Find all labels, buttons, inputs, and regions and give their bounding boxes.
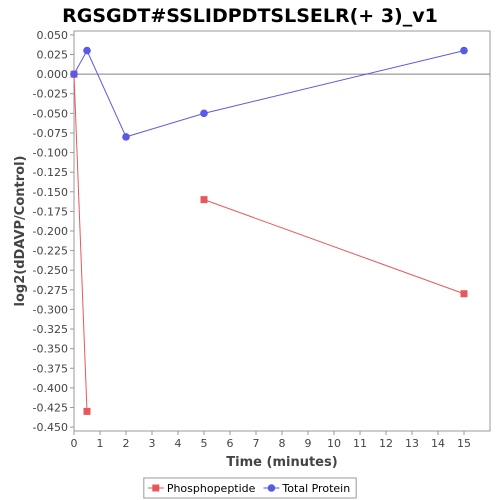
y-tick-label: -0.275: [33, 284, 68, 297]
legend-marker: [267, 484, 276, 492]
x-tick-label: 2: [123, 437, 130, 450]
legend-label: Total Protein: [281, 482, 350, 495]
y-tick-label: -0.400: [33, 382, 68, 395]
y-tick-label: -0.325: [33, 323, 68, 336]
x-axis: 0 1 2 3 4 5 6 7 8 9 10 11 12 13 14 15: [71, 431, 471, 450]
x-tick-label: 13: [405, 437, 419, 450]
y-tick-label: -0.300: [33, 303, 68, 316]
y-tick-label: -0.350: [33, 343, 68, 356]
legend-box: [143, 477, 357, 499]
x-tick-label: 9: [305, 437, 312, 450]
series-total-protein: [70, 46, 468, 141]
legend-item: Phosphopeptide: [147, 482, 256, 495]
x-tick-label: 14: [431, 437, 445, 450]
y-tick-label: -0.250: [33, 264, 68, 277]
x-tick-label: 1: [97, 437, 104, 450]
x-tick-label: 12: [379, 437, 393, 450]
x-axis-label: Time (minutes): [226, 455, 337, 470]
y-axis-label: log2(dDAVP/Control): [13, 156, 28, 307]
y-tick-label: 0.025: [37, 49, 69, 62]
legend: Phosphopeptide Total Protein: [143, 477, 357, 499]
x-tick-label: 6: [227, 437, 234, 450]
x-tick-label: 3: [149, 437, 156, 450]
chart-title: RGSGDT#SSLIDPDTSLSELR(+ 3)_v1: [62, 5, 438, 27]
y-tick-label: 0.000: [37, 68, 69, 81]
legend-label: Phosphopeptide: [167, 482, 256, 495]
data-point: [122, 133, 130, 141]
x-tick-label: 7: [253, 437, 260, 450]
data-point: [200, 109, 208, 118]
series-line: [203, 199, 465, 295]
y-tick-label: 0.050: [37, 29, 69, 42]
y-tick-label: -0.450: [33, 421, 68, 434]
data-point: [460, 290, 468, 298]
y-tick-label: -0.225: [33, 245, 68, 258]
y-tick-label: -0.175: [33, 205, 68, 218]
data-point: [83, 46, 91, 55]
data-point: [200, 196, 208, 204]
y-tick-label: -0.050: [33, 107, 68, 120]
plot-area: [73, 30, 491, 432]
y-tick-label: -0.075: [33, 127, 68, 140]
y-tick-label: -0.125: [33, 166, 68, 179]
data-point: [70, 70, 78, 78]
legend-marker: [152, 484, 160, 492]
x-tick-label: 15: [457, 437, 471, 450]
data-point: [460, 46, 468, 55]
series-layer: [70, 46, 468, 415]
y-tick-label: -0.150: [33, 186, 68, 199]
y-tick-label: -0.025: [33, 88, 68, 101]
x-tick-label: 10: [327, 437, 341, 450]
data-point: [83, 407, 91, 415]
x-tick-label: 11: [353, 437, 367, 450]
y-tick-label: -0.200: [33, 225, 68, 238]
x-tick-label: 5: [201, 437, 208, 450]
x-tick-label: 8: [279, 437, 286, 450]
y-axis: 0.050 0.025 0.000 -0.025 -0.050 -0.075 -0.100 -…: [33, 29, 74, 434]
y-tick-label: -0.425: [33, 401, 68, 414]
x-tick-label: 4: [175, 437, 182, 450]
y-tick-label: -0.100: [33, 147, 68, 160]
legend-item: Total Protein: [263, 482, 350, 495]
x-tick-label: 0: [71, 437, 78, 450]
series-line: [73, 74, 88, 412]
y-tick-label: -0.375: [33, 362, 68, 375]
